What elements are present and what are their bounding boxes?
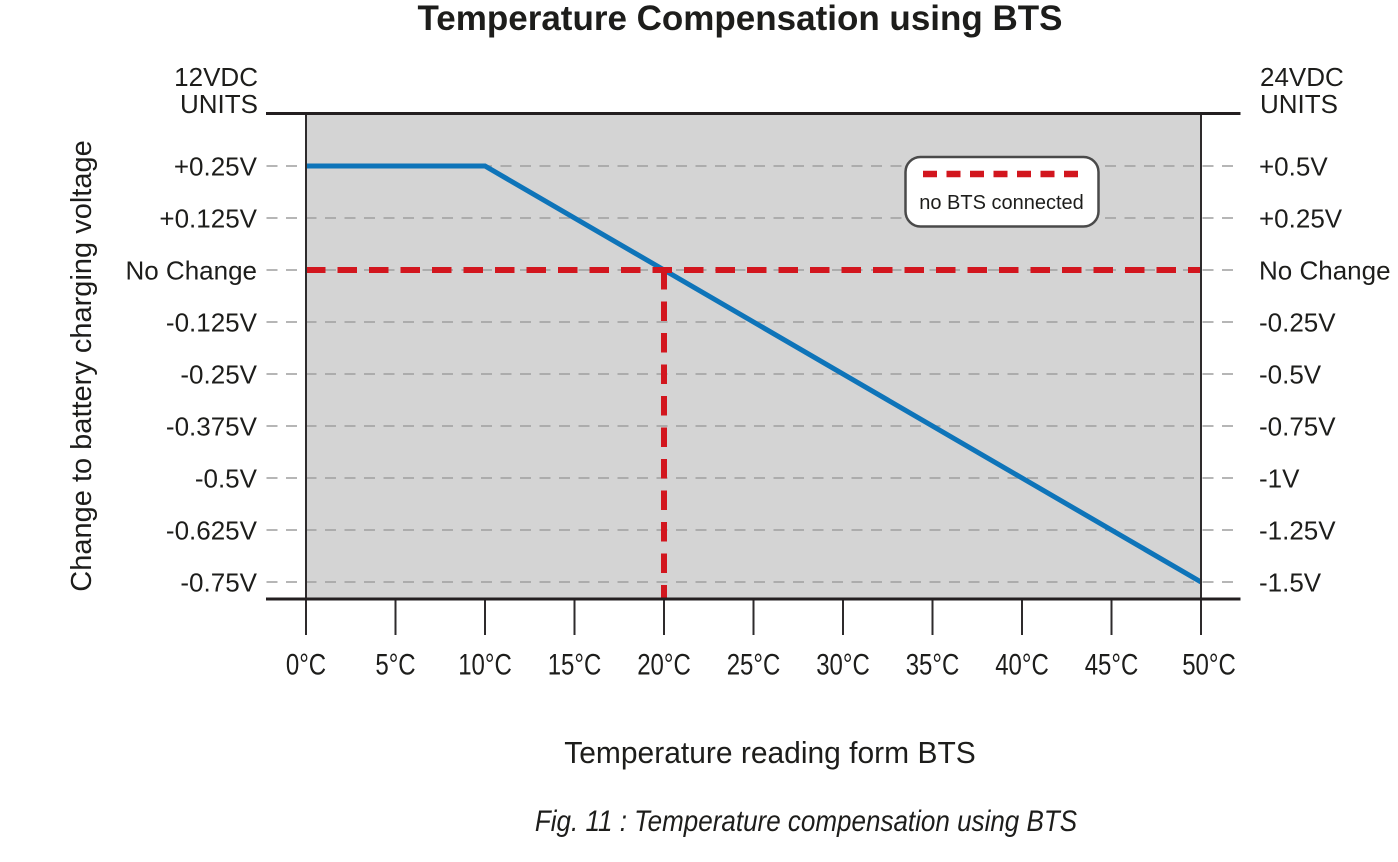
right-axis-header-line2: UNITS: [1260, 89, 1338, 119]
y-tick-label-right: +0.25V: [1259, 204, 1343, 234]
x-axis-title: Temperature reading form BTS: [564, 735, 976, 770]
y-axis-title: Change to battery charging voltage: [66, 140, 98, 591]
right-axis-header-line1: 24VDC: [1260, 62, 1344, 92]
legend-label: no BTS connected: [919, 192, 1084, 214]
x-tick-label: 0°C: [286, 649, 326, 682]
series-layer: [306, 163, 1203, 598]
y-tick-label-left: No Change: [125, 256, 257, 286]
x-tick-label: 35°C: [906, 649, 960, 682]
x-tick-label: 40°C: [995, 649, 1049, 682]
x-tick-label: 15°C: [548, 649, 602, 682]
x-tick-label: 20°C: [637, 649, 691, 682]
left-axis-header-line1: 12VDC: [174, 62, 258, 92]
y-tick-label-left: -0.125V: [166, 308, 258, 338]
y-tick-label-left: -0.625V: [166, 516, 258, 546]
left-axis-header-line2: UNITS: [180, 89, 258, 119]
y-tick-label-left: -0.375V: [166, 412, 258, 442]
y-tick-label-right: -1.5V: [1259, 568, 1322, 598]
x-tick-label: 30°C: [816, 649, 870, 682]
y-tick-label-right: -1V: [1259, 464, 1300, 494]
y-tick-label-left: -0.25V: [180, 360, 257, 390]
x-tick-label: 5°C: [375, 649, 415, 682]
y-tick-label-right: -1.25V: [1259, 516, 1336, 546]
y-tick-label-right: -0.25V: [1259, 308, 1336, 338]
chart-title: Temperature Compensation using BTS: [418, 0, 1063, 38]
legend: no BTS connected: [904, 155, 1100, 228]
y-tick-label-right: No Change: [1259, 256, 1391, 286]
y-tick-label-left: -0.75V: [180, 568, 257, 598]
series-line: [306, 163, 1203, 585]
x-tick-label: 25°C: [727, 649, 781, 682]
x-tick-label: 10°C: [458, 649, 512, 682]
y-tick-label-right: -0.75V: [1259, 412, 1336, 442]
tick-layer: [305, 113, 1202, 635]
y-tick-label-left: +0.125V: [159, 204, 257, 234]
y-tick-label-left: -0.5V: [195, 464, 258, 494]
x-tick-label: 45°C: [1085, 649, 1139, 682]
figure-caption: Fig. 11 : Temperature compensation using…: [535, 805, 1077, 838]
x-tick-label: 50°C: [1182, 649, 1236, 682]
y-tick-label-right: -0.5V: [1259, 360, 1322, 390]
tick-label-layer: 0°C 5°C 10°C 15°C 20°C 25°C 30°C 35°C 40°C 45°C 50…: [125, 152, 1390, 682]
y-tick-label-right: +0.5V: [1259, 152, 1328, 182]
y-tick-label-left: +0.25V: [174, 152, 258, 182]
